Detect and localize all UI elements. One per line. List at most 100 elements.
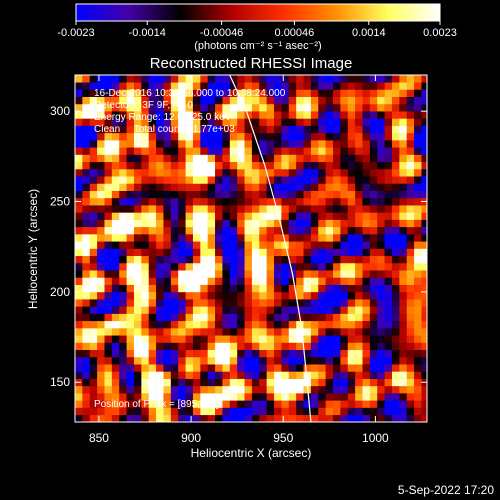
heatmap-cell (244, 400, 253, 408)
heatmap-cell (222, 147, 231, 155)
heatmap-cell (325, 125, 334, 134)
heatmap-cell (192, 75, 201, 83)
heatmap-cell (266, 414, 275, 422)
heatmap-cell (215, 176, 223, 184)
heatmap-cell (244, 132, 253, 141)
heatmap-cell (384, 262, 393, 271)
heatmap-cell (288, 255, 297, 264)
heatmap-cell (104, 205, 113, 213)
heatmap-cell (133, 205, 142, 213)
heatmap-cell (414, 291, 422, 300)
heatmap-cell (414, 320, 422, 329)
heatmap-cell (340, 255, 349, 264)
heatmap-cell (355, 75, 363, 83)
heatmap-cell (141, 299, 150, 307)
heatmap-cell (377, 205, 385, 213)
heatmap-cell (340, 407, 349, 416)
heatmap-cell (377, 176, 385, 184)
heatmap-cell (333, 371, 341, 379)
heatmap-cell (237, 284, 245, 293)
heatmap-cell (340, 364, 349, 372)
heatmap-cell (303, 125, 312, 134)
heatmap-cell (244, 226, 253, 235)
heatmap-cell (97, 335, 105, 343)
heatmap-cell (170, 197, 179, 206)
heatmap-cell (333, 270, 341, 278)
heatmap-cell (111, 226, 120, 235)
heatmap-cell (369, 154, 378, 163)
heatmap-cell (333, 277, 341, 285)
heatmap-cell (222, 291, 231, 300)
heatmap-cell (222, 75, 231, 83)
heatmap-cell (156, 212, 164, 220)
heatmap-cell (163, 364, 172, 372)
heatmap-cell (333, 262, 341, 271)
heatmap-cell (156, 414, 164, 422)
heatmap-cell (406, 299, 415, 307)
heatmap-cell (318, 255, 326, 264)
heatmap-cell (119, 176, 127, 184)
heatmap-cell (362, 168, 371, 177)
heatmap-cell (310, 306, 319, 314)
heatmap-cell (399, 75, 408, 83)
heatmap-cell (259, 371, 267, 379)
heatmap-cell (296, 75, 304, 83)
heatmap-cell (377, 190, 385, 199)
heatmap-cell (222, 125, 231, 134)
heatmap-cell (355, 118, 363, 126)
heatmap-cell (384, 140, 393, 148)
heatmap-cell (200, 75, 208, 83)
heatmap-cell (406, 197, 415, 206)
heatmap-cell (200, 400, 208, 408)
heatmap-cell (377, 291, 385, 300)
heatmap-cell (414, 299, 422, 307)
heatmap-cell (75, 96, 83, 105)
heatmap-cell (288, 371, 297, 379)
heatmap-cell (399, 393, 408, 401)
heatmap-cell (355, 111, 363, 119)
heatmap-cell (97, 226, 105, 235)
heatmap-cell (215, 328, 223, 336)
heatmap-cell (237, 313, 245, 322)
heatmap-cell (325, 320, 334, 329)
heatmap-cell (303, 161, 312, 170)
heatmap-cell (126, 320, 135, 329)
heatmap-cell (355, 371, 363, 379)
heatmap-cell (89, 168, 98, 177)
heatmap-cell (333, 226, 341, 235)
heatmap-cell (119, 313, 127, 322)
heatmap-cell (185, 255, 194, 264)
heatmap-cell (185, 371, 194, 379)
heatmap-cell (333, 299, 341, 307)
heatmap-cell (369, 183, 378, 191)
heatmap-cell (251, 262, 260, 271)
heatmap-cell (340, 371, 349, 379)
heatmap-cell (274, 313, 282, 322)
heatmap-cell (170, 140, 179, 148)
heatmap-cell (414, 262, 422, 271)
heatmap-cell (303, 205, 312, 213)
heatmap-cell (237, 241, 245, 249)
heatmap-cell (266, 400, 275, 408)
heatmap-cell (296, 205, 304, 213)
heatmap-cell (222, 219, 231, 228)
heatmap-cell (391, 270, 400, 278)
heatmap-cell (82, 400, 91, 408)
heatmap-cell (362, 89, 371, 97)
heatmap-cell (406, 291, 415, 300)
heatmap-cell (362, 364, 371, 372)
heatmap-cell (156, 320, 164, 329)
heatmap-cell (384, 248, 393, 257)
heatmap-cell (229, 385, 238, 394)
heatmap-cell (229, 364, 238, 372)
heatmap-cell (104, 407, 113, 416)
heatmap-cell (185, 385, 194, 394)
heatmap-cell (126, 234, 135, 242)
heatmap-cell (178, 393, 186, 401)
heatmap-cell (362, 255, 371, 264)
heatmap-cell (215, 154, 223, 163)
heatmap-cell (391, 328, 400, 336)
heatmap-cell (163, 96, 172, 105)
heatmap-cell (355, 205, 363, 213)
heatmap-cell (414, 255, 422, 264)
